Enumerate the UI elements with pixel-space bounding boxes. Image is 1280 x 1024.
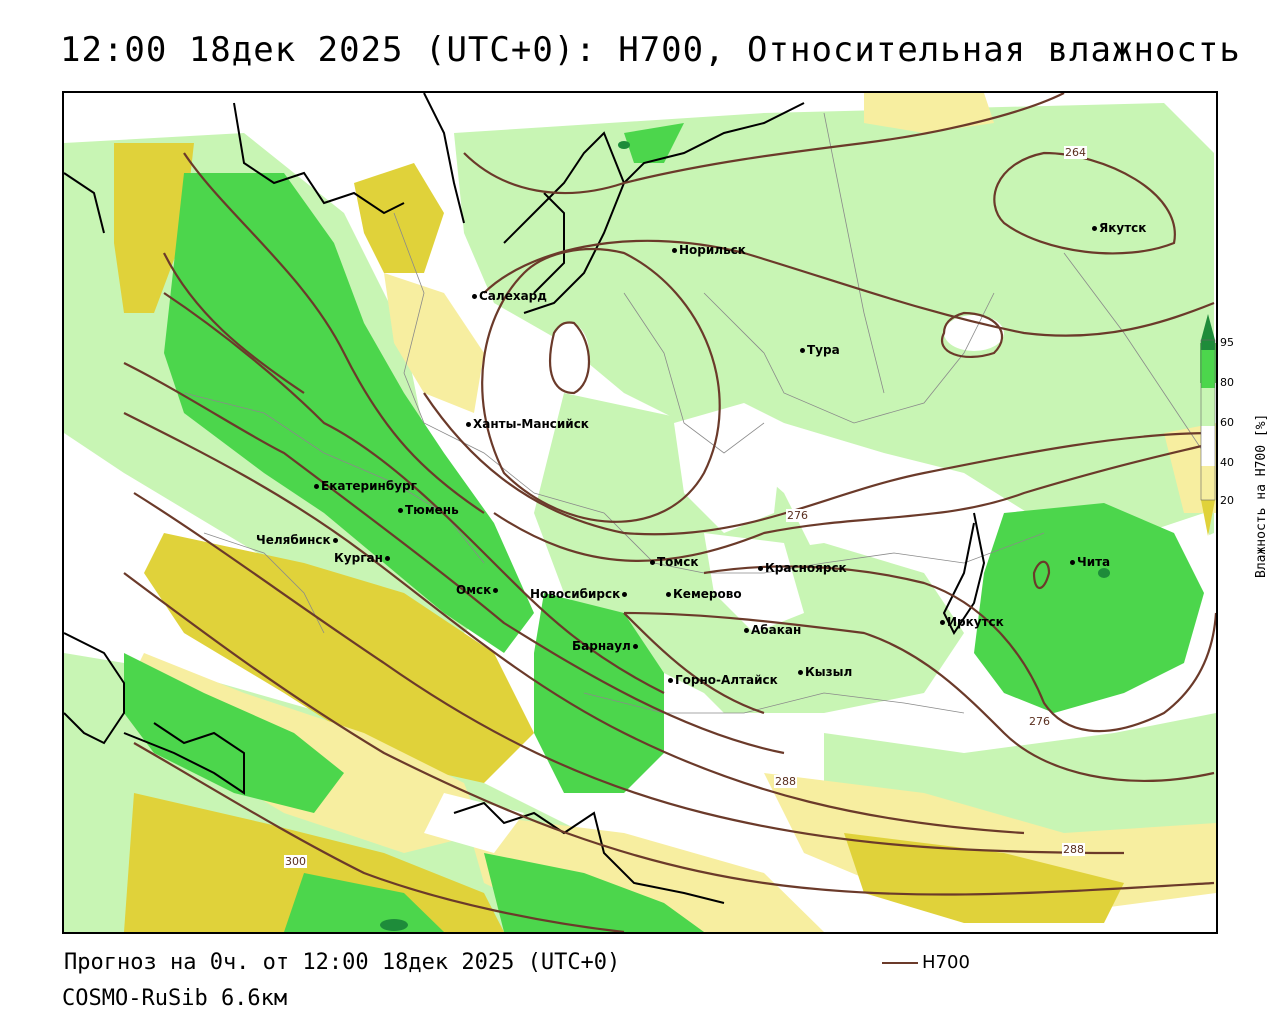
city-kemerovo: Кемерово xyxy=(666,587,742,601)
humidity-legend: 95 80 60 40 20 Влажность на H700 [%] xyxy=(1198,310,1278,590)
city-marker-icon xyxy=(472,294,477,299)
city-kurgan: Курган xyxy=(334,551,392,565)
city-khanty-mansiysk: Ханты-Мансийск xyxy=(466,417,589,431)
city-marker-icon xyxy=(744,628,749,633)
city-marker-icon xyxy=(384,556,390,561)
city-krasnoyarsk: Красноярск xyxy=(758,561,847,575)
contour-label-264: 264 xyxy=(1064,146,1087,159)
city-marker-icon xyxy=(800,348,805,353)
legend-colorbar xyxy=(1200,314,1216,536)
city-marker-icon xyxy=(314,484,319,489)
legend-tick: 60 xyxy=(1220,416,1234,429)
city-marker-icon xyxy=(332,538,338,543)
city-marker-icon xyxy=(1070,560,1075,565)
h700-legend-key: H700 xyxy=(882,952,970,973)
contour-label-276: 276 xyxy=(786,509,809,522)
city-chita: Чита xyxy=(1070,555,1110,569)
city-marker-icon xyxy=(493,588,499,593)
city-salekhard: Салехард xyxy=(472,289,547,303)
city-marker-icon xyxy=(758,566,763,571)
humidity-map[interactable]: Якутск Норильск Салехард Тура Ханты-Манс… xyxy=(62,91,1218,934)
contour-label-288: 288 xyxy=(1062,843,1085,856)
coastlines xyxy=(64,93,986,904)
contour-line-icon xyxy=(882,962,918,964)
city-marker-icon xyxy=(798,670,803,675)
city-marker-icon xyxy=(622,592,628,597)
city-marker-icon xyxy=(650,560,655,565)
rh-fill-layer xyxy=(64,93,1216,932)
city-norilsk: Норильск xyxy=(672,243,746,257)
map-title: 12:00 18дек 2025 (UTC+0): H700, Относите… xyxy=(60,30,1241,70)
city-kyzyl: Кызыл xyxy=(798,665,852,679)
contour-label-288: 288 xyxy=(774,775,797,788)
city-irkutsk: Иркутск xyxy=(940,615,1004,629)
city-tomsk: Томск xyxy=(650,555,699,569)
city-marker-icon xyxy=(1092,226,1097,231)
city-novosibirsk: Новосибирск xyxy=(530,587,629,601)
map-canvas xyxy=(64,93,1216,932)
city-yakutsk: Якутск xyxy=(1092,221,1146,235)
forecast-info: Прогноз на 0ч. от 12:00 18дек 2025 (UTC+… xyxy=(64,950,621,975)
model-name: COSMO-RuSib 6.6км xyxy=(62,986,288,1011)
city-chelyabinsk: Челябинск xyxy=(256,533,340,547)
city-abakan: Абакан xyxy=(744,623,801,637)
contour-label-300: 300 xyxy=(284,855,307,868)
city-marker-icon xyxy=(940,620,945,625)
legend-tick: 20 xyxy=(1220,494,1234,507)
city-marker-icon xyxy=(668,678,673,683)
city-marker-icon xyxy=(632,644,638,649)
city-omsk: Омск xyxy=(456,583,500,597)
city-tura: Тура xyxy=(800,343,840,357)
city-marker-icon xyxy=(666,592,671,597)
city-marker-icon xyxy=(672,248,677,253)
city-marker-icon xyxy=(466,422,471,427)
city-tyumen: Тюмень xyxy=(398,503,459,517)
legend-tick: 40 xyxy=(1220,456,1234,469)
city-ekaterinburg: Екатеринбург xyxy=(314,479,417,493)
contour-label-276: 276 xyxy=(1028,715,1051,728)
legend-tick: 80 xyxy=(1220,376,1234,389)
city-gorno-altaysk: Горно-Алтайск xyxy=(668,673,778,687)
city-barnaul: Барнаул xyxy=(572,639,640,653)
city-marker-icon xyxy=(398,508,403,513)
legend-title: Влажность на H700 [%] xyxy=(1254,413,1269,578)
legend-tick: 95 xyxy=(1220,336,1234,349)
